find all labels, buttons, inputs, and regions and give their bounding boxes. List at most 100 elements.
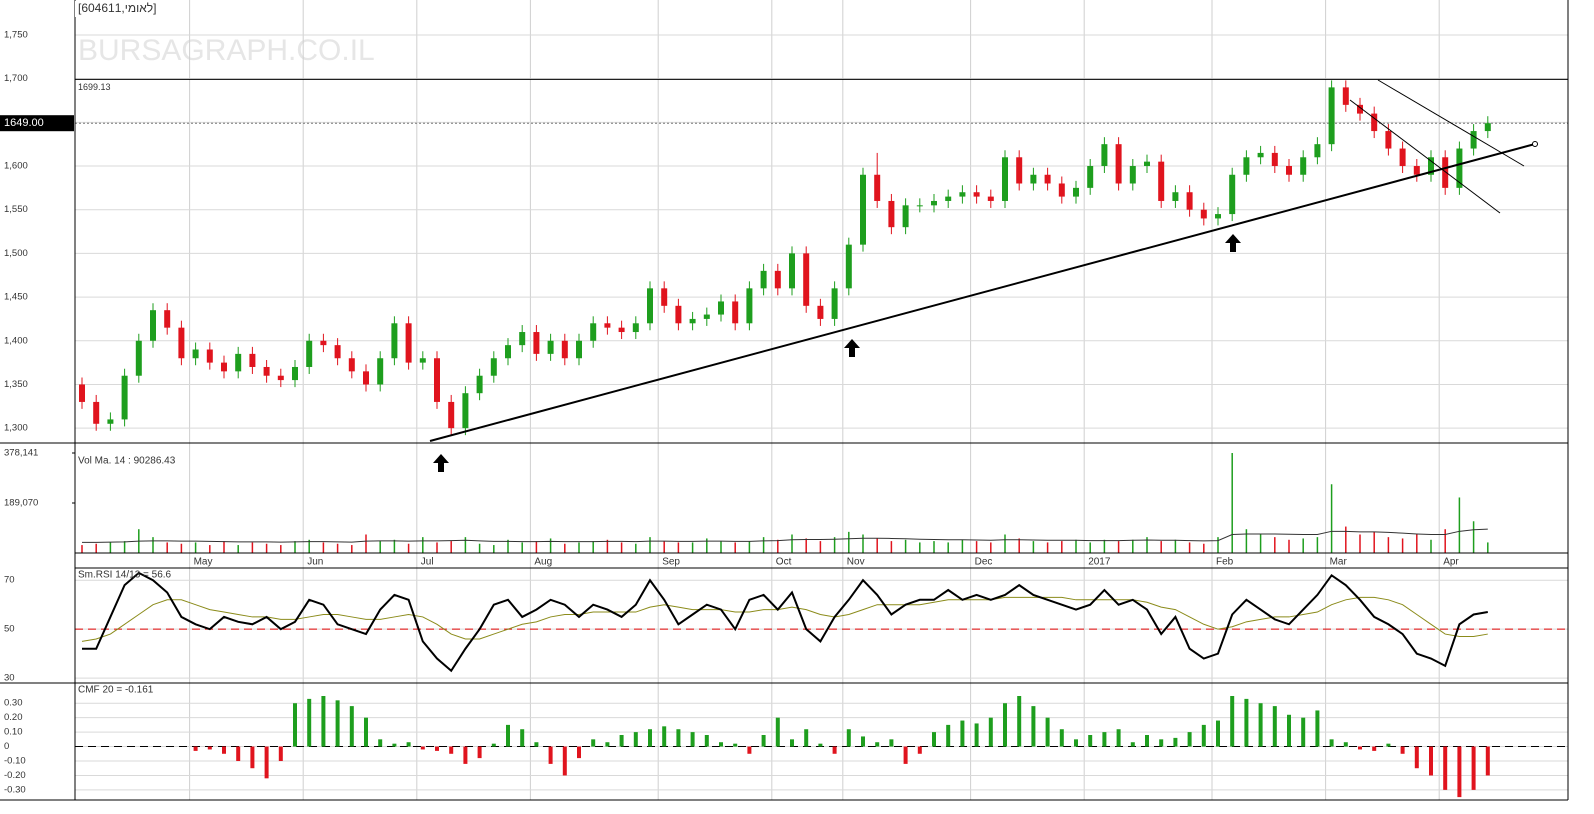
bar [1372,746,1377,751]
bar [1457,746,1462,798]
candle-body [1200,209,1207,219]
candle-body [732,301,739,324]
y-tick-label: 378,141 [4,448,38,459]
bar [477,746,482,759]
candle-body [888,200,895,228]
bar [478,543,481,553]
series-line [82,571,1488,673]
bar [406,742,411,747]
candle-body [1002,157,1008,201]
bar [1485,746,1490,776]
bar [706,538,708,553]
bar [1401,538,1404,553]
candle-body [1129,166,1136,184]
bar [109,542,112,553]
indicator-label: CMF 20 = -0.161 [78,685,154,696]
candle-body [1271,152,1278,167]
candle-body [718,301,724,315]
candle-body [1385,131,1392,149]
candle-body [618,327,625,333]
bar [591,739,596,747]
candle-body [860,174,866,245]
bar [946,724,951,747]
bar [662,726,667,747]
bar [123,541,126,553]
bar [393,539,396,553]
bar [917,746,922,754]
channel-line [1377,79,1525,167]
x-tick-label: Mar [1330,557,1348,568]
candle-body [334,345,341,359]
bar [1414,746,1419,769]
bar [875,742,880,747]
bar [848,531,850,553]
candle-body [1243,157,1250,175]
bar [1443,746,1448,790]
candle-body [1073,187,1079,197]
bar [435,746,439,751]
bar [649,537,651,553]
bar [761,735,766,747]
channel-line [1349,99,1501,214]
bar [180,543,183,553]
bar [1244,698,1249,747]
bar [1487,542,1489,553]
candle-body [973,192,980,197]
y-tick-label: -0.30 [4,784,26,795]
trend-line [429,143,1536,442]
bar [1103,539,1106,553]
candle-body [292,366,298,381]
bar [1173,737,1178,747]
bar [1075,539,1077,553]
bar [1429,746,1433,776]
bar [349,706,354,747]
candle-body [1428,157,1434,175]
bar [1358,746,1362,750]
bar [904,539,907,553]
candle-body [221,362,227,372]
bar [335,700,340,747]
bar [336,543,339,553]
bar [294,541,296,553]
bar [990,542,992,553]
bar [521,542,523,553]
bar [605,742,610,747]
bar [81,545,83,553]
bar [862,534,864,553]
candle-body [1470,131,1477,149]
candle-body [505,345,511,359]
candle-body [391,323,398,359]
bar [436,542,438,553]
candle-body [1229,174,1236,215]
bar [1373,531,1375,553]
last-price-label: 1649.00 [4,117,44,129]
bar [1272,706,1277,747]
bar [449,746,454,754]
y-tick-label: -0.20 [4,770,26,781]
candle-body [135,340,142,376]
bar [193,746,198,751]
candle-body [93,401,100,424]
bar [1031,706,1036,747]
bar [1089,542,1091,553]
bar [534,742,539,747]
x-tick-label: Jul [421,557,434,568]
bar [491,743,496,747]
bar [1187,732,1192,747]
bar [1345,526,1347,553]
candle-body [1215,214,1221,219]
bar [392,743,397,747]
bar [1230,696,1235,747]
plot-layer: May Jun Jul Aug Sep Oct Nov Dec 2017 Feb Mar Apr 1,3… [0,0,1568,800]
bar [307,698,312,747]
bar [876,538,878,553]
bar [152,537,154,553]
candle-body [348,358,355,372]
candle-body [547,340,554,354]
panel-frames [0,0,1569,801]
bar [620,542,623,553]
candle-body [306,340,313,367]
candle-body [490,358,497,376]
bar [578,542,580,553]
